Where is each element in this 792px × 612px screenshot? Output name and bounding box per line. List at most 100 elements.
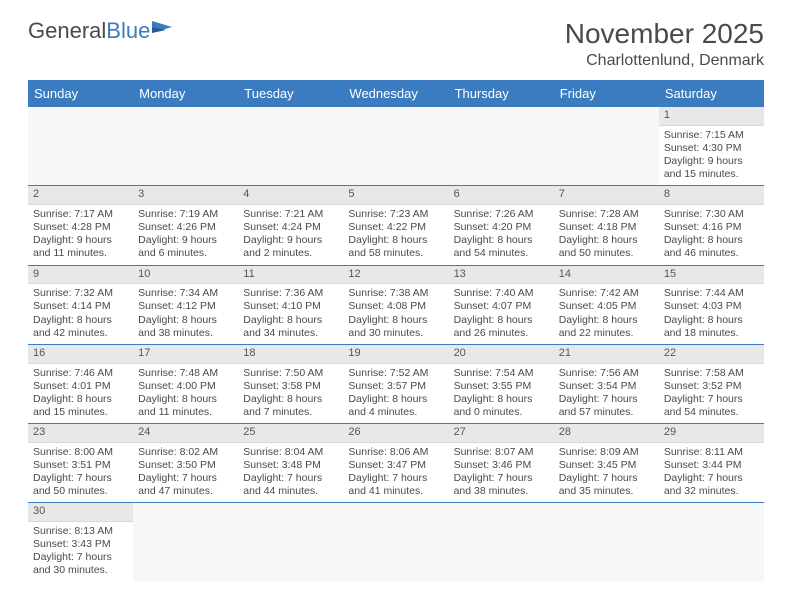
daylight-line1: Daylight: 7 hours [664,472,759,485]
sunset-text: Sunset: 3:45 PM [559,459,654,472]
sunset-text: Sunset: 4:18 PM [559,221,654,234]
day-number: 3 [133,186,238,205]
sunrise-text: Sunrise: 7:42 AM [559,287,654,300]
day-details: Sunrise: 7:19 AMSunset: 4:26 PMDaylight:… [133,205,238,265]
day-cell: 2Sunrise: 7:17 AMSunset: 4:28 PMDaylight… [28,186,133,264]
daylight-line2: and 4 minutes. [348,406,443,419]
sunset-text: Sunset: 3:50 PM [138,459,233,472]
daylight-line2: and 38 minutes. [454,485,549,498]
sunrise-text: Sunrise: 7:58 AM [664,367,759,380]
daylight-line2: and 41 minutes. [348,485,443,498]
day-number: 22 [659,345,764,364]
empty-cell [238,503,343,581]
week-row: 2Sunrise: 7:17 AMSunset: 4:28 PMDaylight… [28,186,764,265]
daylight-line2: and 6 minutes. [138,247,233,260]
sunrise-text: Sunrise: 7:32 AM [33,287,128,300]
sunset-text: Sunset: 3:54 PM [559,380,654,393]
sunset-text: Sunset: 4:20 PM [454,221,549,234]
day-header-cell: Tuesday [238,80,343,107]
day-cell: 18Sunrise: 7:50 AMSunset: 3:58 PMDayligh… [238,345,343,423]
logo-text-2: Blue [106,18,150,44]
sunset-text: Sunset: 3:55 PM [454,380,549,393]
sunrise-text: Sunrise: 8:13 AM [33,525,128,538]
day-number: 4 [238,186,343,205]
day-number: 7 [554,186,659,205]
location: Charlottenlund, Denmark [565,52,764,70]
day-details: Sunrise: 7:58 AMSunset: 3:52 PMDaylight:… [659,364,764,424]
sunset-text: Sunset: 4:26 PM [138,221,233,234]
sunrise-text: Sunrise: 8:02 AM [138,446,233,459]
empty-cell [238,107,343,185]
empty-cell [133,107,238,185]
daylight-line2: and 42 minutes. [33,327,128,340]
daylight-line1: Daylight: 8 hours [33,393,128,406]
sunset-text: Sunset: 4:01 PM [33,380,128,393]
sunset-text: Sunset: 4:05 PM [559,300,654,313]
day-number: 20 [449,345,554,364]
month-title: November 2025 [565,18,764,50]
day-details: Sunrise: 7:54 AMSunset: 3:55 PMDaylight:… [449,364,554,424]
daylight-line2: and 54 minutes. [454,247,549,260]
sunset-text: Sunset: 3:51 PM [33,459,128,472]
day-cell: 17Sunrise: 7:48 AMSunset: 4:00 PMDayligh… [133,345,238,423]
day-details: Sunrise: 8:11 AMSunset: 3:44 PMDaylight:… [659,443,764,503]
calendar-body: 1Sunrise: 7:15 AMSunset: 4:30 PMDaylight… [28,107,764,582]
day-cell: 13Sunrise: 7:40 AMSunset: 4:07 PMDayligh… [449,266,554,344]
day-details: Sunrise: 7:38 AMSunset: 4:08 PMDaylight:… [343,284,448,344]
sunrise-text: Sunrise: 8:06 AM [348,446,443,459]
sunrise-text: Sunrise: 7:21 AM [243,208,338,221]
day-header-cell: Saturday [659,80,764,107]
day-cell: 8Sunrise: 7:30 AMSunset: 4:16 PMDaylight… [659,186,764,264]
daylight-line1: Daylight: 8 hours [138,393,233,406]
daylight-line2: and 30 minutes. [33,564,128,577]
day-number: 13 [449,266,554,285]
day-cell: 9Sunrise: 7:32 AMSunset: 4:14 PMDaylight… [28,266,133,344]
daylight-line2: and 54 minutes. [664,406,759,419]
daylight-line2: and 34 minutes. [243,327,338,340]
daylight-line2: and 26 minutes. [454,327,549,340]
daylight-line1: Daylight: 7 hours [138,472,233,485]
day-number: 24 [133,424,238,443]
day-number: 2 [28,186,133,205]
daylight-line2: and 11 minutes. [138,406,233,419]
sunset-text: Sunset: 3:47 PM [348,459,443,472]
empty-cell [343,107,448,185]
daylight-line1: Daylight: 9 hours [33,234,128,247]
sunrise-text: Sunrise: 7:52 AM [348,367,443,380]
daylight-line1: Daylight: 8 hours [454,314,549,327]
daylight-line2: and 50 minutes. [559,247,654,260]
daylight-line2: and 46 minutes. [664,247,759,260]
sunset-text: Sunset: 3:48 PM [243,459,338,472]
daylight-line2: and 0 minutes. [454,406,549,419]
sunset-text: Sunset: 4:07 PM [454,300,549,313]
header: GeneralBlue November 2025 Charlottenlund… [28,18,764,70]
daylight-line1: Daylight: 7 hours [243,472,338,485]
day-number: 8 [659,186,764,205]
week-row: 30Sunrise: 8:13 AMSunset: 3:43 PMDayligh… [28,503,764,581]
day-number: 19 [343,345,448,364]
daylight-line2: and 2 minutes. [243,247,338,260]
sunset-text: Sunset: 4:00 PM [138,380,233,393]
day-cell: 27Sunrise: 8:07 AMSunset: 3:46 PMDayligh… [449,424,554,502]
day-details: Sunrise: 8:02 AMSunset: 3:50 PMDaylight:… [133,443,238,503]
day-cell: 20Sunrise: 7:54 AMSunset: 3:55 PMDayligh… [449,345,554,423]
sunset-text: Sunset: 3:52 PM [664,380,759,393]
daylight-line1: Daylight: 8 hours [664,234,759,247]
day-cell: 7Sunrise: 7:28 AMSunset: 4:18 PMDaylight… [554,186,659,264]
daylight-line2: and 7 minutes. [243,406,338,419]
sunset-text: Sunset: 4:24 PM [243,221,338,234]
day-number: 27 [449,424,554,443]
day-cell: 21Sunrise: 7:56 AMSunset: 3:54 PMDayligh… [554,345,659,423]
daylight-line2: and 50 minutes. [33,485,128,498]
sunset-text: Sunset: 4:10 PM [243,300,338,313]
daylight-line2: and 18 minutes. [664,327,759,340]
day-cell: 30Sunrise: 8:13 AMSunset: 3:43 PMDayligh… [28,503,133,581]
daylight-line2: and 58 minutes. [348,247,443,260]
daylight-line1: Daylight: 8 hours [33,314,128,327]
day-number: 11 [238,266,343,285]
day-details: Sunrise: 8:06 AMSunset: 3:47 PMDaylight:… [343,443,448,503]
daylight-line1: Daylight: 8 hours [664,314,759,327]
day-details: Sunrise: 7:23 AMSunset: 4:22 PMDaylight:… [343,205,448,265]
day-number: 12 [343,266,448,285]
daylight-line1: Daylight: 7 hours [559,472,654,485]
